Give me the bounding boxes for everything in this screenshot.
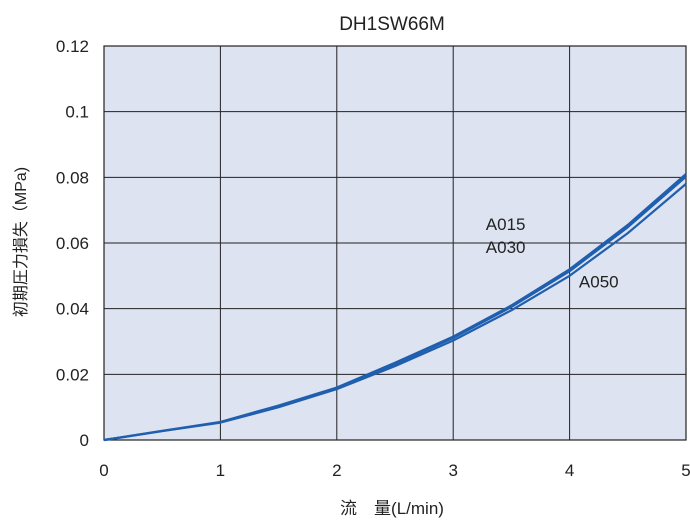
y-tick-label: 0.02 [56,365,89,384]
plot-border [103,45,687,441]
x-tick-label: 0 [99,461,108,480]
series-annotations: A015 A030 A050 [486,215,619,291]
y-tick-label: 0 [80,431,89,450]
y-axis-label: 初期圧力損失（MPa) [12,167,30,317]
x-tick-label: 5 [681,461,690,480]
series-lines [103,173,687,442]
x-axis-label: 流 量(L/min) [340,499,444,518]
series-label-A030: A030 [486,238,526,257]
y-tick-label: 0.12 [56,37,89,56]
series-line-A050 [103,183,687,442]
tick-labels: 0 1 2 3 4 5 0 0.02 0.04 0.06 0.08 0.1 0.12 [56,37,690,480]
series-label-A015: A015 [486,215,526,234]
x-tick-label: 2 [332,461,341,480]
x-tick-label: 3 [448,461,457,480]
y-tick-label: 0.08 [56,168,89,187]
x-tick-label: 1 [216,461,225,480]
chart-title: DH1SW66M [339,14,445,35]
y-tick-label: 0.04 [56,300,89,319]
series-label-A050: A050 [579,272,619,291]
y-tick-label: 0.1 [65,103,89,122]
grid-lines [103,45,687,441]
x-tick-label: 4 [565,461,574,480]
y-tick-label: 0.06 [56,234,89,253]
